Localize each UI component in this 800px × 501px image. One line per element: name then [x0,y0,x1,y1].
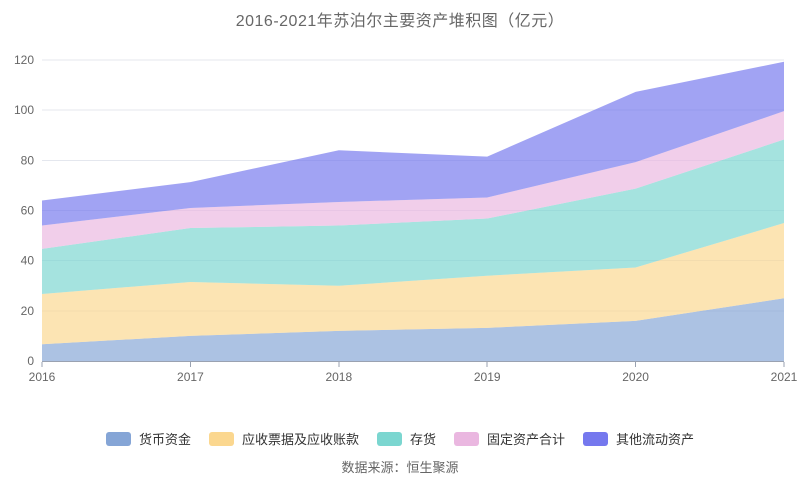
legend-swatch-icon [454,431,479,446]
area-series-3 [42,111,784,249]
legend-swatch-icon [583,431,609,446]
area-series-4 [42,61,784,226]
chart-title: 2016-2021年苏泊尔主要资产堆积图（亿元） [235,13,565,30]
legend-label: 固定资产合计 [487,432,566,447]
y-axis-label: 0 [27,354,34,368]
data-source-note: 数据来源：恒生聚源 [341,460,459,475]
x-axis-label: 2018 [325,370,352,384]
legend-item-1[interactable]: 应收票据及应收账款 [208,429,359,448]
legend-swatch-icon [105,431,131,446]
legend-swatch-icon [376,431,402,446]
y-axis-label: 120 [14,53,34,67]
legend: 货币资金 应收票据及应收账款 存货 固定资产合计 其他流动资产 [0,429,800,448]
legend-label: 货币资金 [138,432,191,447]
legend-label: 其他流动资产 [616,432,695,447]
stacked-area-chart[interactable]: 0 20 40 60 80 100 120 2016 2017 2018 2019 2020 2021 [0,30,800,390]
x-axis-label: 2016 [29,370,56,384]
area-series-2 [42,139,784,295]
x-axis-label: 2020 [622,370,649,384]
legend-item-3[interactable]: 固定资产合计 [454,429,565,448]
legend-label: 应收票据及应收账款 [241,432,359,447]
legend-swatch-icon [208,431,234,446]
y-axis-label: 40 [21,254,35,268]
x-axis-label: 2017 [177,370,204,384]
legend-label: 存货 [409,432,436,447]
legend-item-2[interactable]: 存货 [376,429,436,448]
y-axis-label: 60 [21,204,35,218]
legend-item-4[interactable]: 其他流动资产 [583,429,694,448]
x-axis-label: 2019 [474,370,501,384]
area-series-0 [42,298,784,361]
legend-item-0[interactable]: 货币资金 [105,429,191,448]
y-axis-label: 100 [14,103,34,117]
area-series-1 [42,223,784,345]
y-axis-label: 20 [21,304,35,318]
y-axis-label: 80 [21,153,35,167]
x-axis-label: 2021 [771,370,798,384]
